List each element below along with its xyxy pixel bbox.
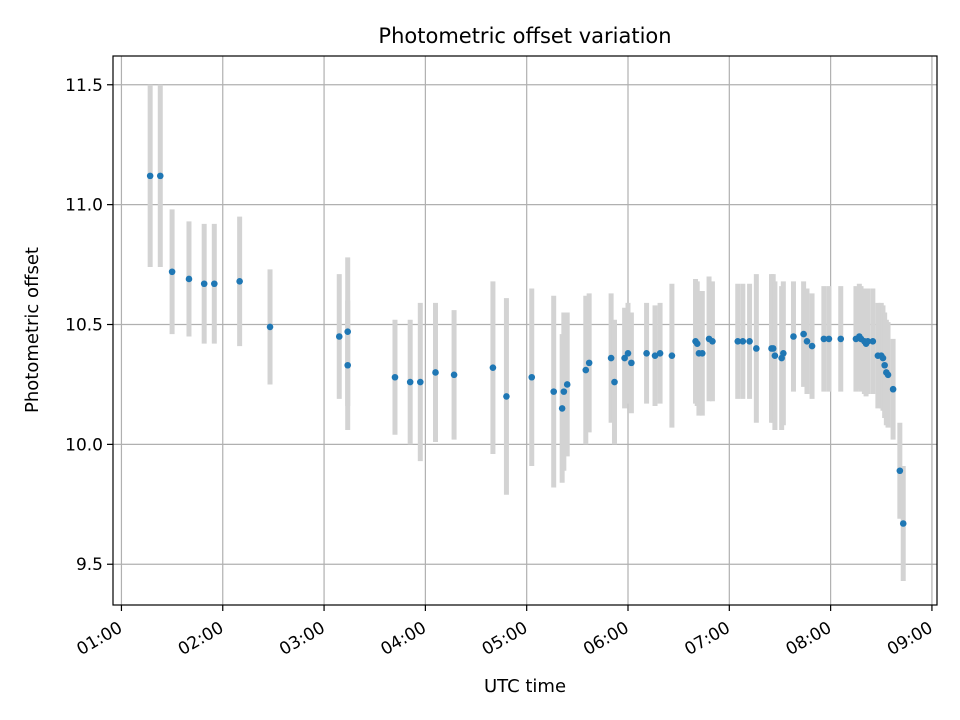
data-point (790, 333, 797, 340)
plot-frame (112, 55, 938, 606)
y-axis-label: Photometric offset (22, 247, 43, 413)
data-point (881, 361, 888, 369)
data-point (734, 337, 742, 345)
x-tick-label: 06:00 (580, 618, 632, 660)
data-point (266, 323, 274, 331)
data-point (607, 354, 615, 362)
data-point (624, 349, 632, 357)
data-point (146, 172, 154, 180)
data-point (185, 275, 193, 283)
y-tick-label: 11.0 (65, 196, 103, 216)
data-point (800, 330, 807, 338)
chart-title: Photometric offset variation (378, 24, 671, 48)
data-point (200, 280, 208, 288)
data-point (656, 349, 664, 357)
x-tick-label: 05:00 (479, 618, 531, 660)
data-point (709, 337, 716, 345)
data-point (643, 349, 650, 357)
data-point (344, 328, 352, 335)
data-point (698, 349, 706, 357)
data-point (889, 385, 897, 393)
data-point (563, 381, 571, 388)
x-axis-ticks: 01:00 02:00 03:00 04:00 05:00 06:00 07:00 08:00… (74, 605, 936, 660)
data-point (628, 359, 635, 367)
x-tick-label: 01:00 (74, 618, 126, 660)
data-point (558, 405, 566, 412)
data-point (879, 354, 887, 362)
data-point (769, 345, 777, 352)
data-point (668, 352, 676, 359)
x-tick-label: 02:00 (175, 618, 227, 660)
data-point (550, 388, 558, 395)
data-point (869, 337, 877, 345)
data-point (771, 352, 779, 359)
data-point (582, 366, 590, 374)
data-point (528, 373, 536, 381)
data-point (417, 378, 424, 386)
data-point (560, 388, 568, 395)
data-point (899, 520, 907, 527)
data-point (335, 333, 343, 340)
y-tick-label: 10.0 (65, 435, 103, 455)
data-point (739, 337, 747, 345)
y-tick-label: 10.5 (65, 316, 103, 336)
data-point (489, 364, 497, 371)
data-point (503, 393, 510, 400)
y-axis-ticks: 9.5 10.0 10.5 11.0 11.5 (65, 76, 113, 575)
data-point (236, 278, 243, 285)
data-point (585, 359, 593, 367)
data-point (651, 352, 659, 359)
data-point (168, 268, 176, 276)
data-point (611, 378, 618, 386)
data-point (837, 335, 845, 343)
x-tick-label: 09:00 (884, 618, 936, 660)
x-tick-label: 03:00 (276, 618, 328, 660)
data-point (156, 172, 164, 180)
y-tick-label: 9.5 (76, 555, 103, 575)
x-tick-label: 08:00 (783, 618, 835, 660)
data-point (746, 337, 753, 345)
data-point (406, 378, 414, 386)
data-point (864, 337, 872, 345)
data-point (621, 354, 628, 362)
x-tick-label: 04:00 (377, 618, 429, 660)
x-axis-label: UTC time (484, 676, 566, 697)
data-point (825, 335, 833, 343)
data-point (344, 361, 352, 369)
data-point (693, 340, 701, 347)
data-point (803, 337, 811, 345)
data-point (391, 373, 399, 381)
x-tick-label: 07:00 (681, 618, 733, 660)
data-point (820, 335, 828, 343)
data-points (146, 172, 907, 527)
y-tick-label: 11.5 (65, 76, 103, 96)
data-point (450, 371, 458, 379)
data-point (884, 371, 892, 379)
data-point (808, 342, 816, 350)
data-point (896, 467, 904, 475)
data-point (753, 345, 760, 352)
data-point (432, 369, 439, 376)
data-point (780, 349, 787, 357)
data-point (211, 280, 218, 288)
